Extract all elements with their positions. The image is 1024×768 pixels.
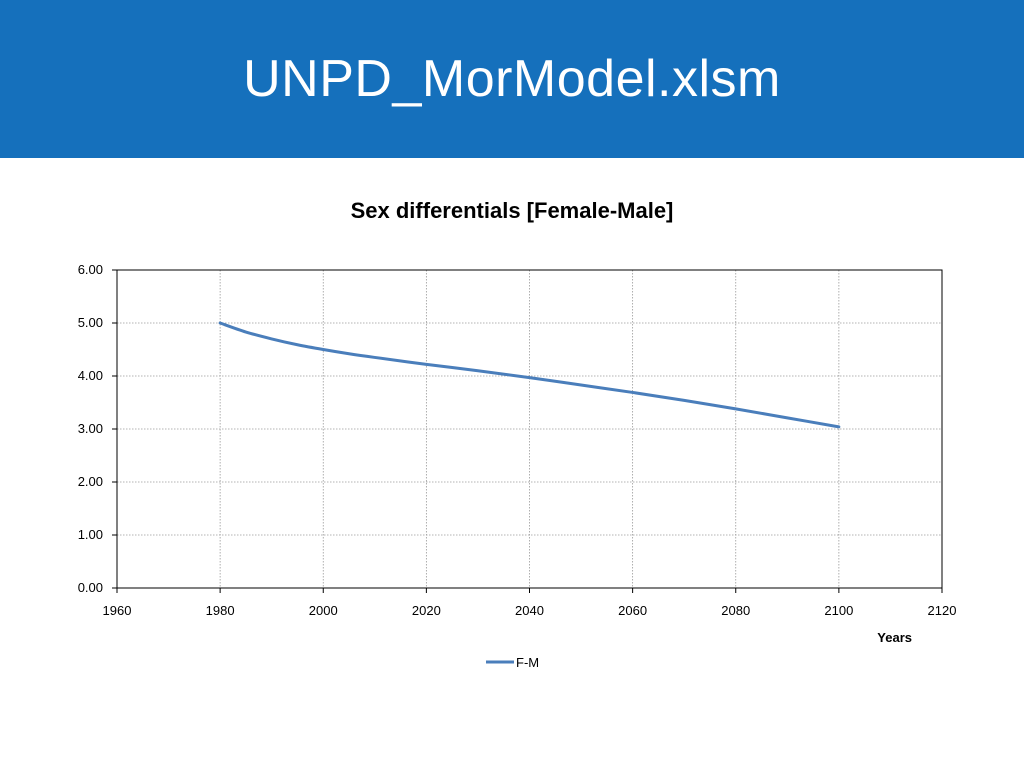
series-layer <box>218 321 841 429</box>
y-tick-label: 0.00 <box>78 580 103 595</box>
legend-label: F-M <box>516 655 539 670</box>
chart-title: Sex differentials [Female-Male] <box>351 198 674 223</box>
y-tick-label: 3.00 <box>78 421 103 436</box>
x-axis-title: Years <box>877 630 912 645</box>
series-line-f-m <box>218 321 841 429</box>
y-tick-label: 5.00 <box>78 315 103 330</box>
x-tick-label: 2100 <box>824 603 853 618</box>
plot-area-border <box>116 269 943 589</box>
y-tick-label: 4.00 <box>78 368 103 383</box>
grid-lines <box>117 270 942 588</box>
y-tick-label: 1.00 <box>78 527 103 542</box>
y-tick-label: 2.00 <box>78 474 103 489</box>
x-tick-label: 2080 <box>721 603 750 618</box>
x-tick-label: 1960 <box>103 603 132 618</box>
x-tick-label: 2020 <box>412 603 441 618</box>
x-tick-label: 1980 <box>206 603 235 618</box>
x-tick-label: 2000 <box>309 603 338 618</box>
y-tick-label: 6.00 <box>78 262 103 277</box>
x-tick-label: 2060 <box>618 603 647 618</box>
axes: 0.00 1.00 2.00 3.00 4.00 5.00 6.00 1960 1980 2000… <box>78 262 957 618</box>
title-bar <box>0 0 1024 158</box>
slide-title: UNPD_MorModel.xlsm <box>243 50 781 108</box>
legend: F-M <box>486 655 539 670</box>
x-tick-label: 2040 <box>515 603 544 618</box>
x-tick-label: 2120 <box>928 603 957 618</box>
